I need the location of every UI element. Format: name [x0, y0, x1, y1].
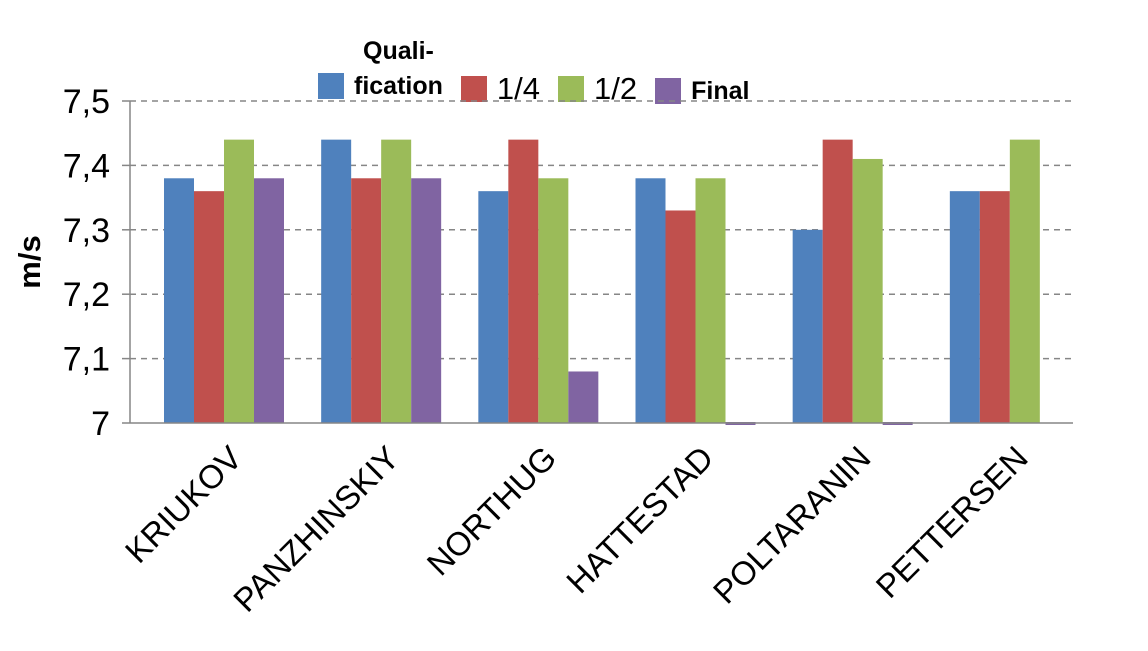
x-tick-label: PETTERSEN: [869, 439, 1035, 605]
bar-poltaranin-series-0: [792, 229, 823, 423]
legend-label-half: 1/2: [594, 71, 638, 106]
bar-pettersen-series-0: [949, 191, 980, 423]
legend-item-final: Final: [655, 78, 749, 104]
y-axis-label: m/s: [12, 235, 47, 288]
legend-label-quarter: 1/4: [496, 71, 541, 106]
bar-hattestad-series-1: [665, 210, 696, 423]
bar-pettersen-series-2: [1009, 139, 1040, 423]
legend-label-qualification: Quali- fication: [354, 37, 443, 100]
legend-swatch-half: [558, 75, 585, 102]
y-tick-label: 7,1: [63, 341, 110, 379]
bar-poltaranin-series-2: [852, 158, 883, 423]
x-tick-label: NORTHUG: [420, 439, 564, 583]
bar-northug-series-0: [478, 191, 509, 423]
y-tick-label: 7,2: [63, 276, 110, 314]
legend-swatch-quarter: [460, 75, 487, 102]
legend-swatch-final: [655, 78, 682, 104]
legend-swatch-qualification: [318, 73, 344, 99]
legend-item-quarter: 1/4: [460, 71, 541, 106]
y-tick-label: 7: [91, 405, 110, 443]
legend-item-half: 1/2: [558, 73, 637, 104]
bar-hattestad-series-2: [695, 178, 726, 423]
bar-panzhinskiy-series-2: [381, 139, 412, 423]
bar-northug-series-3: [568, 371, 599, 423]
y-tick-labels: 7 7,1 7,2 7,3 7,4 7,5: [63, 83, 110, 443]
bar-northug-series-1: [508, 139, 539, 423]
axes: [129, 101, 1073, 424]
y-tick-label: 7,3: [63, 212, 110, 250]
gridlines: [122, 100, 1073, 424]
x-tick-label: HATTESTAD: [559, 439, 720, 600]
bar-kriukov-series-1: [194, 191, 224, 423]
legend-item-qualification: Quali- fication: [318, 34, 443, 104]
x-tick-label: POLTARANIN: [706, 439, 878, 611]
bar-poltaranin-series-1: [822, 139, 853, 423]
y-tick-label: 7,4: [63, 147, 110, 185]
bar-hattestad-series-0: [635, 178, 666, 423]
bar-kriukov-series-0: [164, 178, 194, 423]
x-tick-label: KRIUKOV: [118, 439, 249, 570]
bar-panzhinskiy-series-0: [321, 139, 352, 423]
bar-panzhinskiy-series-1: [351, 178, 382, 423]
chart-legend: Quali- fication 1/4 1/2 Final: [318, 34, 767, 104]
y-tick-label: 7,5: [63, 83, 110, 121]
bar-kriukov-series-3: [254, 178, 284, 423]
x-tick-label: PANZHINSKIY: [226, 439, 406, 619]
bar-northug-series-2: [538, 178, 569, 423]
bar-kriukov-series-2: [224, 139, 254, 423]
bar-pettersen-series-1: [979, 191, 1010, 423]
legend-label-final: Final: [691, 76, 750, 105]
bars: [164, 139, 1040, 425]
bar-panzhinskiy-series-3: [411, 178, 442, 423]
